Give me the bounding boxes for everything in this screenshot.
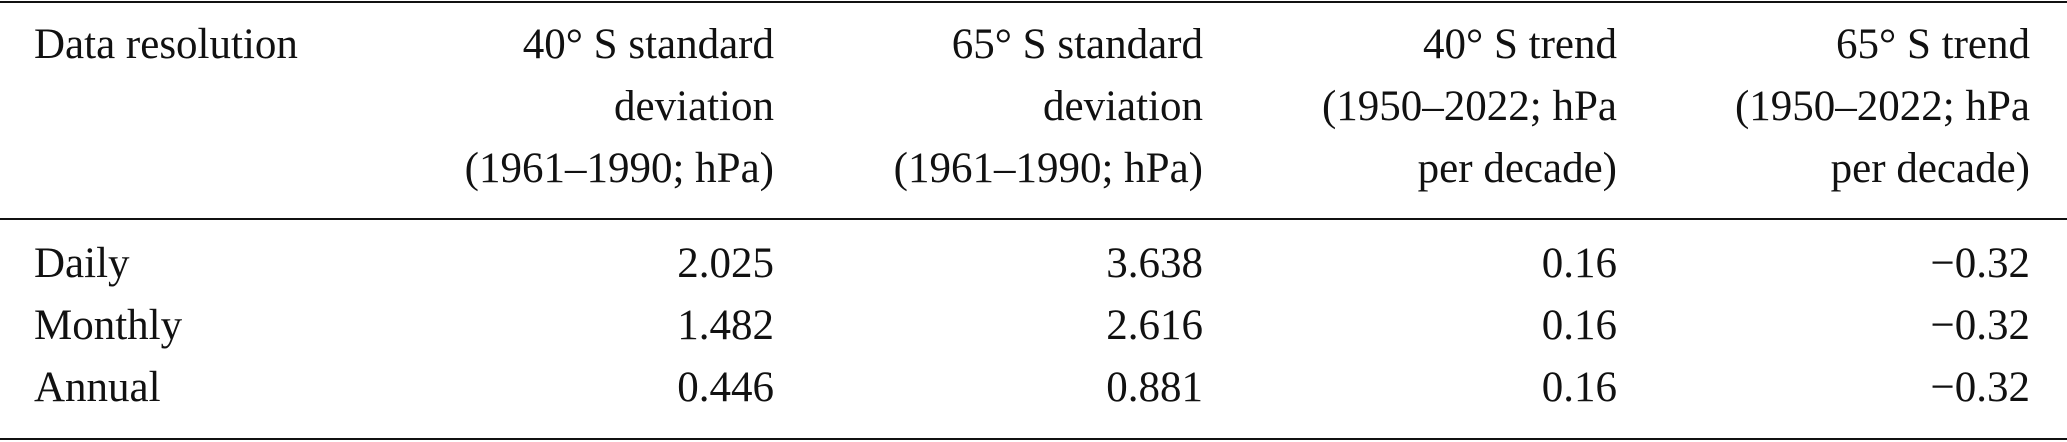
- header-cell: 40° S standard: [522, 21, 774, 68]
- header-cell: deviation: [1042, 83, 1203, 130]
- data-cell: 0.16: [1541, 364, 1617, 411]
- data-cell: −0.32: [1930, 302, 2030, 349]
- header-cell: Data resolution: [34, 21, 298, 68]
- data-cell: 0.881: [1106, 364, 1203, 411]
- row-label: Daily: [34, 240, 130, 287]
- header-cell: per decade): [1417, 145, 1617, 192]
- data-cell: −0.32: [1930, 364, 2030, 411]
- row-label: Monthly: [34, 302, 183, 349]
- data-cell: 0.16: [1541, 240, 1617, 287]
- data-cell: 2.616: [1106, 302, 1203, 349]
- header-cell: 65° S standard: [951, 21, 1203, 68]
- header-cell: (1961–1990; hPa): [464, 145, 774, 192]
- data-cell: 3.638: [1106, 240, 1203, 287]
- header-cell: (1961–1990; hPa): [893, 145, 1203, 192]
- mid-rule: [0, 218, 2067, 220]
- data-cell: 2.025: [677, 240, 774, 287]
- top-rule: [0, 1, 2067, 3]
- data-cell: 1.482: [677, 302, 774, 349]
- header-cell: per decade): [1830, 145, 2030, 192]
- header-cell: 40° S trend: [1423, 21, 1617, 68]
- header-cell: (1950–2022; hPa: [1734, 83, 2030, 130]
- bottom-rule: [0, 438, 2067, 440]
- row-label: Annual: [34, 364, 161, 411]
- header-cell: (1950–2022; hPa: [1321, 83, 1617, 130]
- header-cell: deviation: [613, 83, 774, 130]
- data-cell: 0.16: [1541, 302, 1617, 349]
- data-cell: −0.32: [1930, 240, 2030, 287]
- data-cell: 0.446: [677, 364, 774, 411]
- header-cell: 65° S trend: [1836, 21, 2030, 68]
